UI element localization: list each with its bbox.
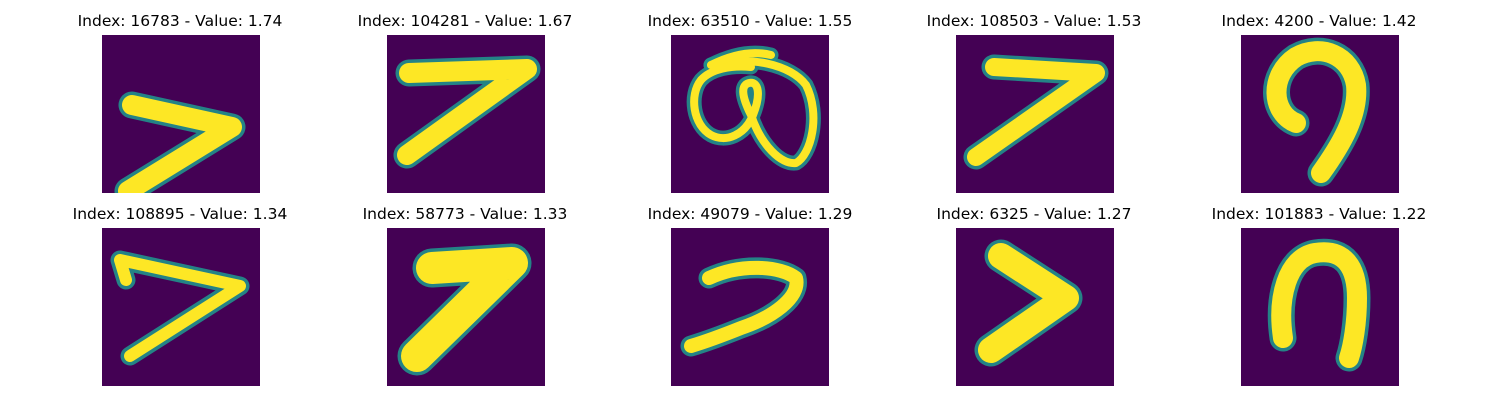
digit-stroke (1266, 41, 1367, 183)
digit-image (956, 228, 1114, 386)
panel-title: Index: 58773 - Value: 1.33 (362, 205, 568, 223)
panel-title: Index: 108503 - Value: 1.53 (926, 12, 1142, 30)
digit-stroke (1271, 242, 1367, 368)
digit-image (1241, 228, 1399, 386)
digit-image-panel (1241, 35, 1399, 193)
digit-image-panel (387, 228, 545, 386)
panel-title: Index: 101883 - Value: 1.22 (1211, 205, 1427, 223)
digit-image-panel (671, 228, 829, 386)
digit-image-panel (956, 35, 1114, 193)
image-background (671, 228, 829, 386)
digit-image (1241, 35, 1399, 193)
digit-image (956, 35, 1114, 193)
digit-image-panel (102, 35, 260, 193)
digit-stroke (118, 95, 242, 193)
digit-image (387, 228, 545, 386)
digit-image-panel (956, 228, 1114, 386)
digit-image-panel (102, 228, 260, 386)
panel-title: Index: 16783 - Value: 1.74 (77, 12, 283, 30)
panel-title: Index: 6325 - Value: 1.27 (936, 205, 1132, 223)
panel-title: Index: 4200 - Value: 1.42 (1221, 12, 1417, 30)
digit-image-panel (671, 35, 829, 193)
digit-stroke (401, 247, 528, 372)
digit-stroke (707, 49, 775, 69)
digit-stroke (684, 260, 804, 353)
digit-stroke (978, 243, 1079, 363)
digit-image-panel (387, 35, 545, 193)
panel-title: Index: 104281 - Value: 1.67 (357, 12, 573, 30)
digit-stroke (114, 254, 246, 362)
digit-image (671, 228, 829, 386)
digit-image (102, 35, 260, 193)
digit-image (387, 35, 545, 193)
panel-title: Index: 49079 - Value: 1.29 (647, 205, 853, 223)
digit-stroke (397, 59, 537, 165)
digit-image-panel (1241, 228, 1399, 386)
panel-title: Index: 63510 - Value: 1.55 (647, 12, 853, 30)
panel-title: Index: 108895 - Value: 1.34 (72, 205, 288, 223)
digit-stroke (967, 58, 1105, 166)
digit-stroke (690, 57, 818, 168)
digit-image (102, 228, 260, 386)
digit-image (671, 35, 829, 193)
